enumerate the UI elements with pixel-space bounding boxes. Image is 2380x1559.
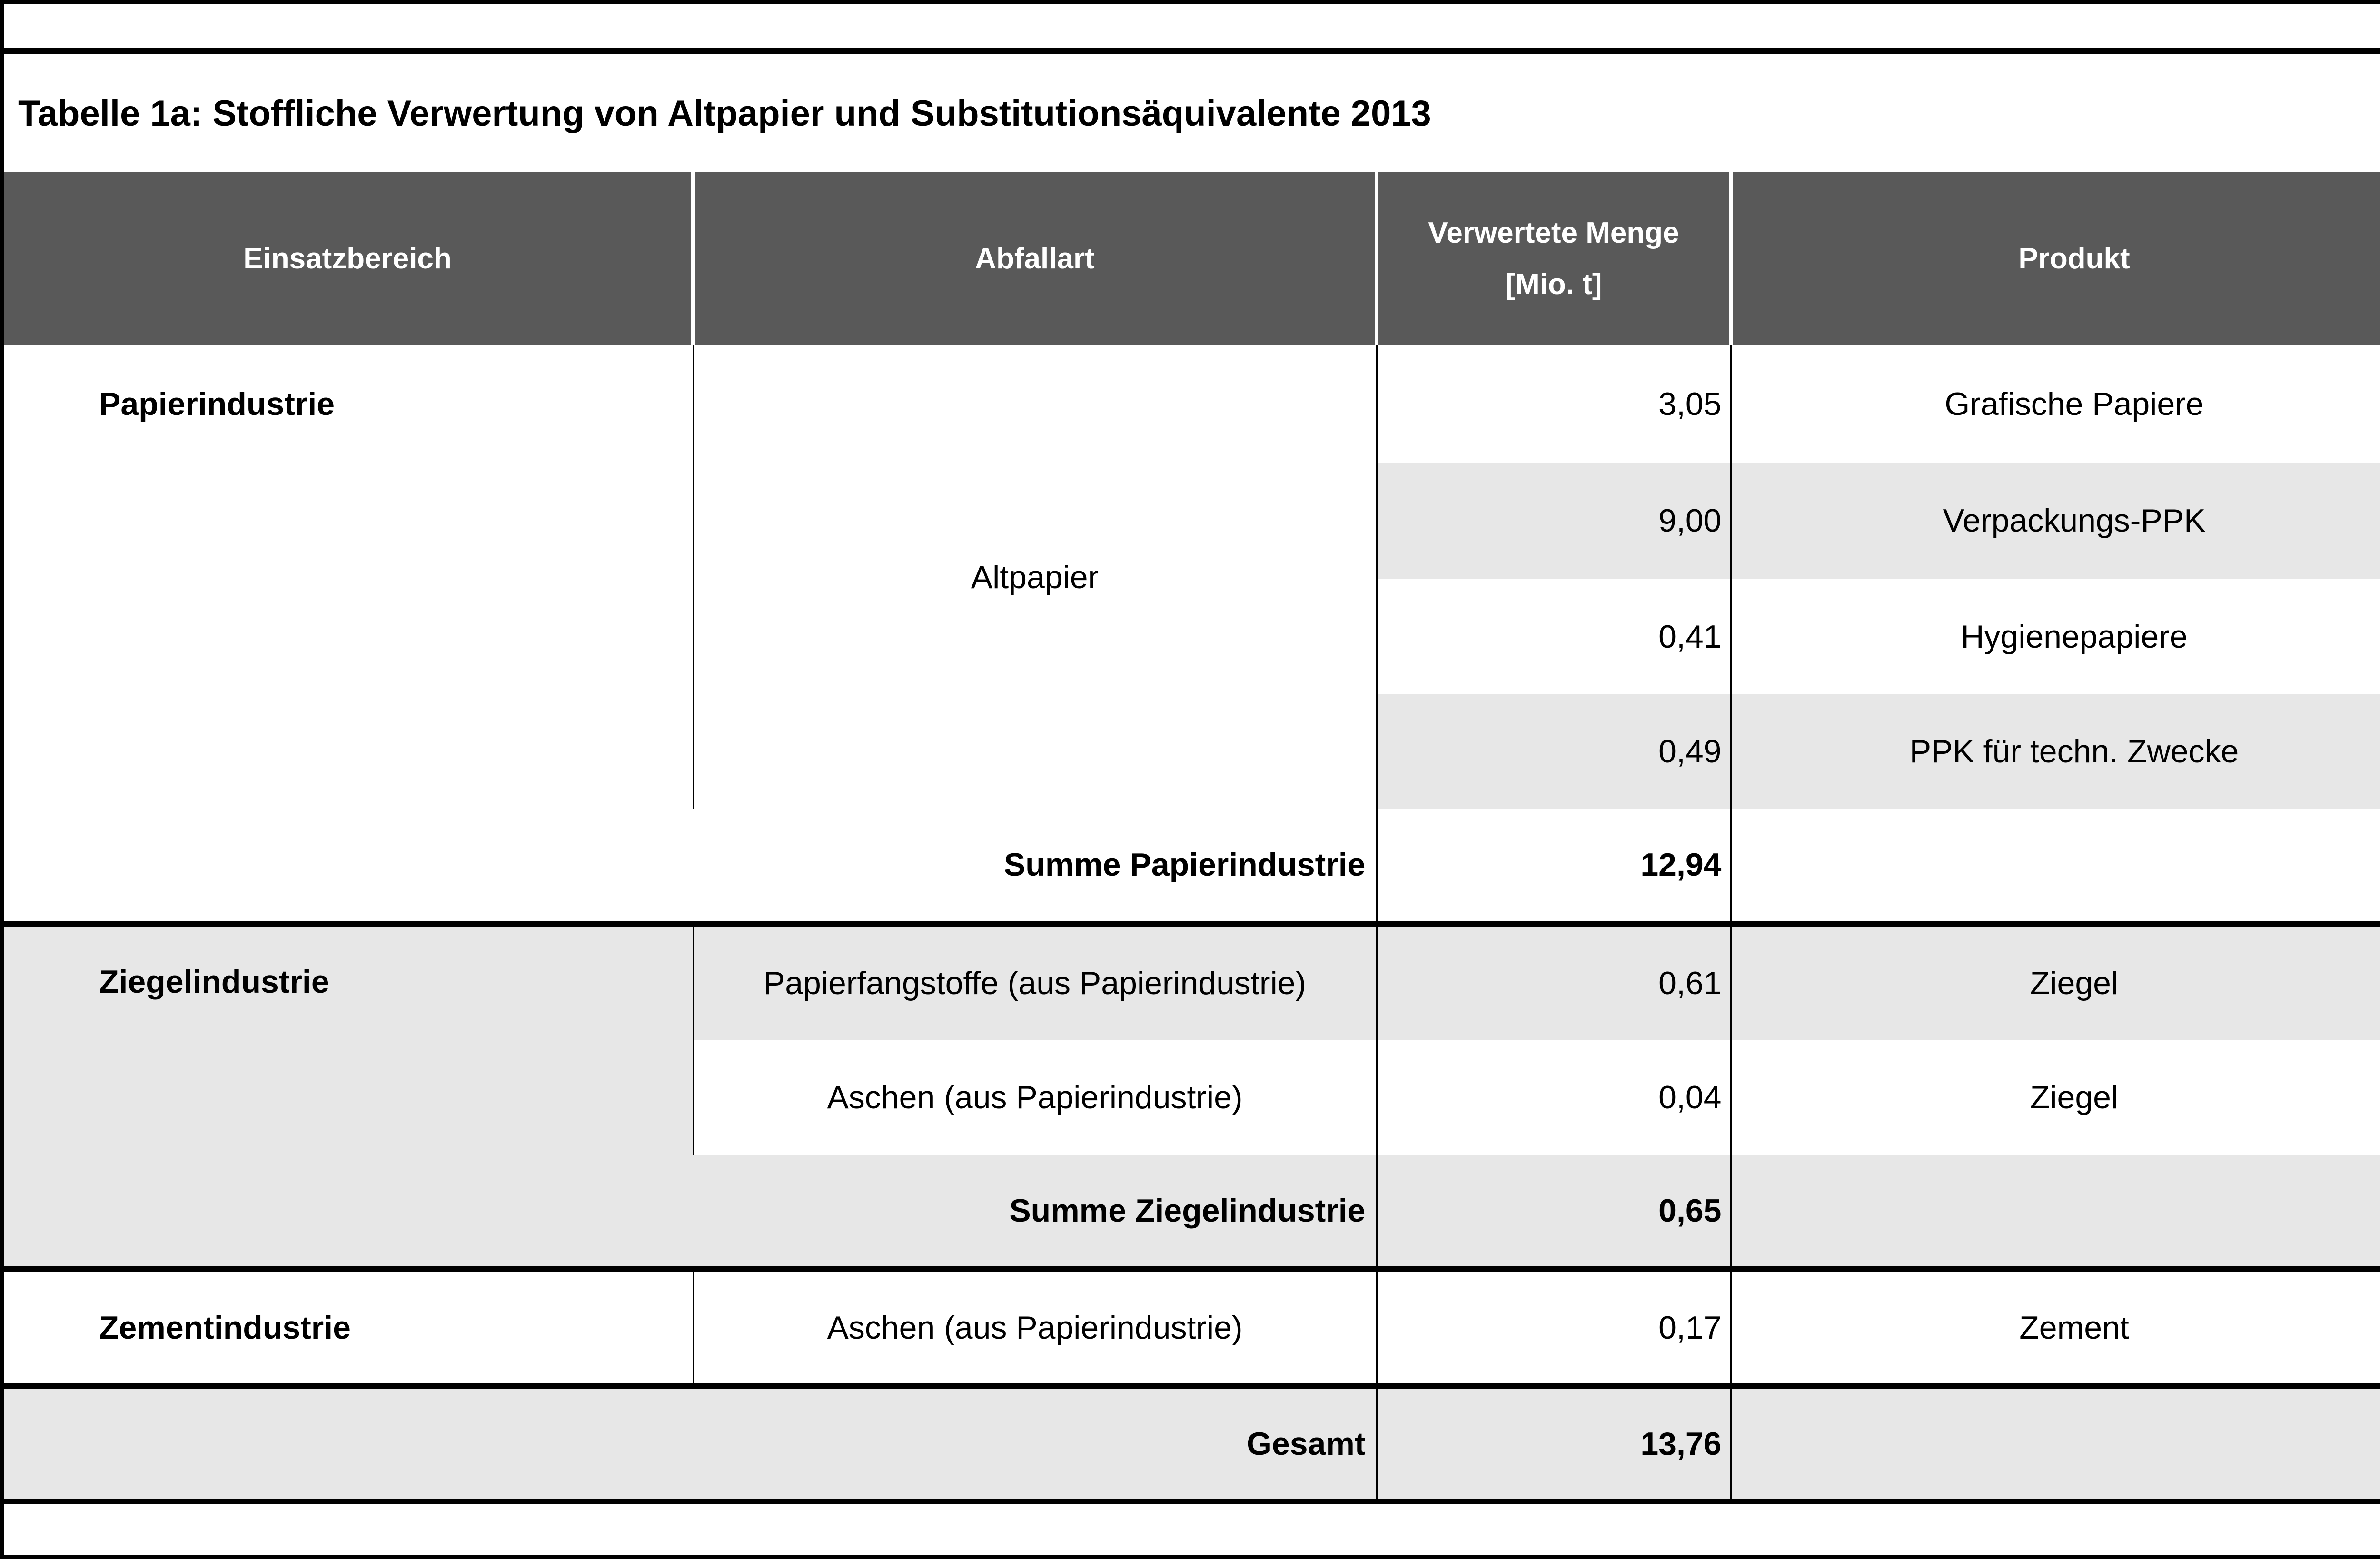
cell-menge: 0,17	[1377, 1269, 1732, 1389]
col-header-einsatzbereich: Einsatzbereich	[4, 172, 693, 345]
source-footer: Quelle: Umweltbundesamt, FKZ 3714 93 316…	[4, 1504, 2380, 1555]
cell-menge: 0,41	[1377, 579, 1732, 694]
cell-einsatzbereich: Zementindustrie	[4, 1269, 694, 1389]
cell-menge: 0,61	[1377, 924, 1732, 1040]
cell-menge: 9,00	[1377, 463, 1732, 579]
cell-produkt: Ziegel	[1731, 924, 2380, 1040]
title-area: Tabelle 1a: Stoffliche Verwertung von Al…	[4, 54, 2380, 172]
cell-gesamt-label: Gesamt	[4, 1386, 1378, 1504]
data-table: Einsatzbereich Abfallart Verwertete Meng…	[4, 172, 2380, 1504]
table-row: Papierindustrie Altpapier 3,05 Grafische…	[4, 345, 2380, 809]
cell-produkt: Zement	[1731, 1269, 2380, 1389]
cell-summe-value: 0,65	[1377, 1155, 1732, 1272]
cell-einsatzbereich: Papierindustrie	[4, 345, 694, 809]
header-row: Einsatzbereich Abfallart Verwertete Meng…	[4, 172, 2380, 345]
cell-menge: 3,05	[1377, 345, 1732, 463]
cell-abfallart: Aschen (aus Papierindustrie)	[693, 1269, 1378, 1389]
summe-row-papierindustrie: Summe Papierindustrie 12,94	[4, 809, 2380, 927]
cell-empty	[1731, 1155, 2380, 1272]
row-zementindustrie: Zementindustrie Aschen (aus Papierindust…	[4, 1269, 2380, 1389]
cell-abfallart: Aschen (aus Papierindustrie)	[693, 1040, 1378, 1155]
top-heavy-rule	[4, 48, 2380, 54]
table-row: Ziegelindustrie Papierfangstoffe (aus Pa…	[4, 924, 2380, 1155]
summe-row-ziegelindustrie: Summe Ziegelindustrie 0,65	[4, 1155, 2380, 1272]
col-header-abfallart: Abfallart	[691, 172, 1377, 345]
cell-einsatzbereich: Ziegelindustrie	[4, 924, 694, 1155]
cell-produkt: Hygienepapiere	[1731, 579, 2380, 694]
cell-empty	[1731, 809, 2380, 927]
table-row: 0,41 Hygienepapiere Hygienepapiere	[4, 579, 2380, 694]
cell-produkt: Grafische Papiere	[1731, 345, 2380, 463]
cell-produkt: PPK für techn. Zwecke	[1731, 694, 2380, 809]
cell-abfallart: Papierfangstoffe (aus Papierindustrie)	[693, 924, 1378, 1040]
cell-menge: 0,49	[1377, 694, 1732, 809]
cell-summe-label: Summe Ziegelindustrie	[4, 1155, 1378, 1272]
cell-abfallart: Altpapier	[693, 345, 1378, 809]
cell-produkt: Ziegel	[1731, 1040, 2380, 1155]
gesamt-row: Gesamt 13,76	[4, 1386, 2380, 1504]
cell-empty	[1731, 1386, 2380, 1504]
cell-summe-label: Summe Papierindustrie	[4, 809, 1378, 927]
cell-produkt: Verpackungs-PPK	[1731, 463, 2380, 579]
cell-gesamt-value: 13,76	[1377, 1386, 1732, 1504]
top-margin-strip	[4, 4, 2380, 48]
col-header-menge: Verwertete Menge [Mio. t]	[1375, 172, 1731, 345]
col-header-produkt: Produkt	[1729, 172, 2380, 345]
table-row: Aschen (aus Papierindustrie) 0,04 Ziegel…	[4, 1040, 2380, 1155]
page-title: Tabelle 1a: Stoffliche Verwertung von Al…	[18, 93, 1431, 134]
cell-menge: 0,04	[1377, 1040, 1732, 1155]
cell-summe-value: 12,94	[1377, 809, 1732, 927]
